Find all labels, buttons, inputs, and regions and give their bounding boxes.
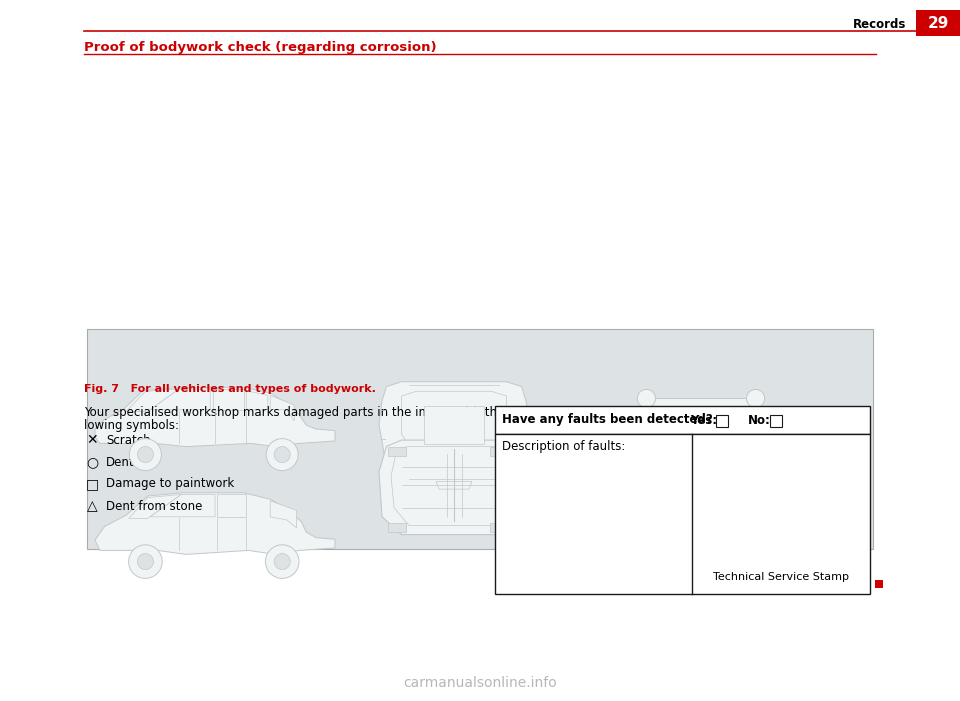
Bar <box>682 512 721 519</box>
Polygon shape <box>436 482 472 489</box>
Polygon shape <box>631 482 638 495</box>
Circle shape <box>137 554 154 570</box>
Polygon shape <box>95 493 335 554</box>
Text: Yes:: Yes: <box>690 414 717 426</box>
Bar <box>731 458 756 468</box>
Text: ©SP-0.2016: ©SP-0.2016 <box>831 541 869 546</box>
Circle shape <box>696 452 707 462</box>
Polygon shape <box>95 388 335 447</box>
Polygon shape <box>636 398 766 473</box>
Polygon shape <box>660 423 743 460</box>
Text: Technical Service Stamp: Technical Service Stamp <box>713 572 849 582</box>
Polygon shape <box>379 440 529 535</box>
Bar <box>490 523 508 532</box>
Circle shape <box>696 496 707 506</box>
Polygon shape <box>636 450 766 525</box>
Polygon shape <box>391 447 517 526</box>
Text: Dent: Dent <box>106 456 134 468</box>
Bar <box>495 434 870 594</box>
Text: Dent from stone: Dent from stone <box>106 500 203 512</box>
Polygon shape <box>212 389 244 410</box>
Bar <box>645 458 671 468</box>
Text: Description of faults:: Description of faults: <box>502 440 625 453</box>
Circle shape <box>747 441 765 459</box>
Polygon shape <box>126 389 179 411</box>
Text: Fig. 7   For all vehicles and types of bodywork.: Fig. 7 For all vehicles and types of bod… <box>84 384 376 394</box>
Text: lowing symbols:: lowing symbols: <box>84 419 179 432</box>
Text: ○: ○ <box>86 455 98 469</box>
Bar <box>495 406 870 434</box>
Text: Records: Records <box>852 18 906 31</box>
Polygon shape <box>401 391 507 458</box>
Circle shape <box>637 389 656 407</box>
Circle shape <box>637 441 656 459</box>
Bar <box>770 415 782 427</box>
Bar <box>388 447 406 456</box>
Bar <box>87 329 873 549</box>
Text: □: □ <box>85 477 99 491</box>
Text: ✕: ✕ <box>86 433 98 447</box>
Bar <box>388 523 406 532</box>
Circle shape <box>129 545 162 578</box>
Polygon shape <box>662 474 740 506</box>
Bar <box>424 405 484 444</box>
Bar <box>916 10 960 36</box>
Bar <box>642 505 660 519</box>
Bar <box>490 447 508 456</box>
Text: 29: 29 <box>927 15 948 31</box>
Bar <box>675 458 727 468</box>
Circle shape <box>747 389 765 407</box>
Polygon shape <box>763 482 771 495</box>
Bar <box>716 415 728 427</box>
Polygon shape <box>150 494 215 517</box>
Polygon shape <box>270 395 294 421</box>
Polygon shape <box>246 390 268 410</box>
Text: Your specialised workshop marks damaged parts in the image with the fol-: Your specialised workshop marks damaged … <box>84 406 527 419</box>
Text: Have any faults been detected?: Have any faults been detected? <box>502 414 712 426</box>
Circle shape <box>266 439 299 470</box>
Bar <box>682 466 721 472</box>
Text: No:: No: <box>748 414 771 426</box>
Text: Damage to paintwork: Damage to paintwork <box>106 477 234 491</box>
Circle shape <box>275 447 290 463</box>
Polygon shape <box>129 494 181 519</box>
Text: carmanualsonline.info: carmanualsonline.info <box>403 676 557 690</box>
Text: Proof of bodywork check (regarding corrosion): Proof of bodywork check (regarding corro… <box>84 41 437 53</box>
Text: △: △ <box>86 499 97 513</box>
Circle shape <box>130 439 161 470</box>
Polygon shape <box>631 435 638 445</box>
Bar <box>875 580 883 588</box>
Circle shape <box>265 545 299 578</box>
Circle shape <box>137 447 154 463</box>
Polygon shape <box>270 501 297 528</box>
Text: Scratch: Scratch <box>106 433 151 447</box>
Polygon shape <box>763 435 771 445</box>
Polygon shape <box>379 382 529 482</box>
Polygon shape <box>150 389 210 410</box>
Circle shape <box>275 554 290 570</box>
Polygon shape <box>217 494 246 517</box>
Bar <box>741 505 759 519</box>
